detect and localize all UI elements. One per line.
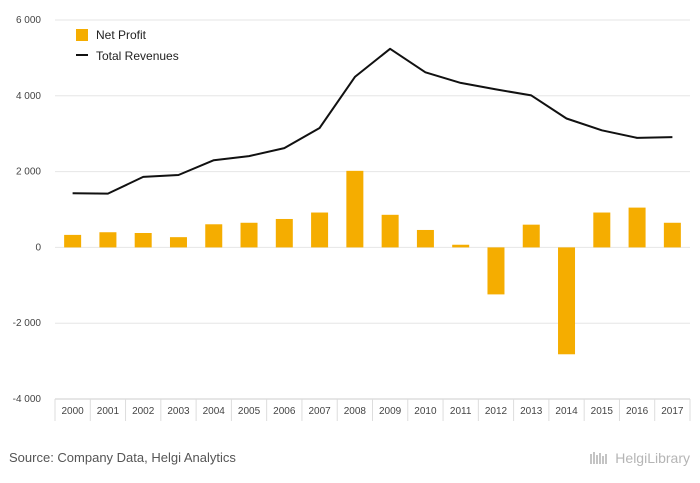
net-profit-bar bbox=[663, 222, 681, 248]
x-tick-label: 2002 bbox=[132, 406, 155, 417]
x-tick-label: 2010 bbox=[414, 406, 437, 417]
gridlines bbox=[55, 19, 690, 400]
net-profit-bar bbox=[64, 234, 82, 248]
x-tick-label: 2006 bbox=[273, 406, 296, 417]
net-profit-bar bbox=[346, 170, 364, 248]
legend-total-revenues-label: Total Revenues bbox=[96, 49, 179, 63]
x-tick-label: 2001 bbox=[97, 406, 120, 417]
x-tick-label: 2007 bbox=[308, 406, 331, 417]
net-profit-bar bbox=[628, 207, 646, 248]
net-profit-bar bbox=[205, 224, 223, 248]
brand-label: HelgiLibrary bbox=[615, 450, 690, 466]
net-profit-bar bbox=[99, 232, 117, 248]
brand-logo: HelgiLibrary bbox=[589, 450, 690, 466]
net-profit-bar bbox=[381, 214, 399, 248]
net-profit-bar bbox=[275, 218, 293, 248]
net-profit-bar bbox=[416, 229, 434, 248]
y-tick-label: 0 bbox=[35, 242, 41, 253]
y-tick-label: -4 000 bbox=[13, 394, 42, 405]
legend: Net Profit Total Revenues bbox=[76, 28, 179, 63]
x-tick-label: 2012 bbox=[485, 406, 508, 417]
net-profit-bar bbox=[452, 244, 470, 248]
net-profit-bar bbox=[522, 224, 540, 248]
y-axis-ticks: 6 000 4 000 2 000 0 -2 000 -4 000 bbox=[13, 15, 42, 405]
x-tick-label: 2015 bbox=[591, 406, 614, 417]
y-tick-label: 2 000 bbox=[16, 167, 41, 178]
net-profit-bar bbox=[311, 212, 329, 248]
net-profit-bar bbox=[169, 237, 187, 248]
x-tick-label: 2011 bbox=[450, 406, 472, 417]
x-tick-label: 2009 bbox=[379, 406, 402, 417]
source-note: Source: Company Data, Helgi Analytics bbox=[9, 450, 236, 465]
net-profit-bar bbox=[558, 247, 576, 355]
net-profit-bar bbox=[487, 247, 505, 295]
y-tick-label: 4 000 bbox=[16, 91, 41, 102]
legend-net-profit-swatch bbox=[76, 29, 88, 41]
x-tick-label: 2014 bbox=[555, 406, 578, 417]
x-tick-label: 2005 bbox=[238, 406, 261, 417]
x-tick-label: 2008 bbox=[344, 406, 367, 417]
total-revenues-series-line bbox=[72, 47, 673, 195]
x-axis: 2000 2001 2002 2003 2004 2005 2006 2007 2008 2009… bbox=[54, 398, 691, 421]
x-tick-label: 2017 bbox=[661, 406, 684, 417]
net-profit-bar bbox=[240, 222, 258, 248]
y-tick-label: -2 000 bbox=[13, 318, 42, 329]
net-profit-bars bbox=[64, 170, 681, 355]
net-profit-bar bbox=[593, 212, 611, 248]
x-tick-label: 2003 bbox=[167, 406, 190, 417]
x-tick-label: 2004 bbox=[203, 406, 226, 417]
net-profit-bar bbox=[134, 232, 152, 248]
y-tick-label: 6 000 bbox=[16, 15, 41, 26]
library-icon bbox=[590, 452, 608, 464]
x-tick-label: 2013 bbox=[520, 406, 543, 417]
x-tick-label: 2000 bbox=[62, 406, 85, 417]
x-tick-label: 2016 bbox=[626, 406, 649, 417]
legend-net-profit-label: Net Profit bbox=[96, 28, 147, 42]
total-revenues-line bbox=[72, 47, 673, 195]
